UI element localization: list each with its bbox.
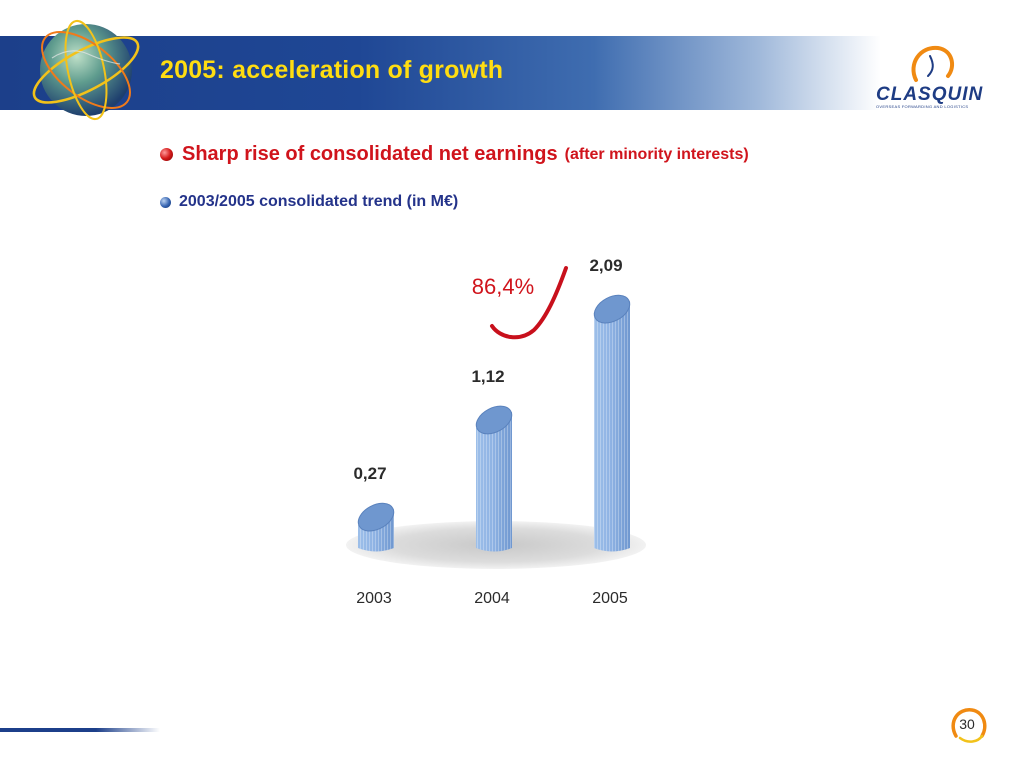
- red-bullet-icon: [160, 148, 173, 161]
- growth-annotation: 86,4%: [472, 274, 534, 299]
- globe-icon: [32, 19, 140, 121]
- page-badge-icon: [951, 708, 987, 743]
- bar-2005: [593, 294, 631, 552]
- blue-bullet-icon: [160, 196, 171, 208]
- growth-arrow-curve: [490, 266, 568, 340]
- header-band: [0, 36, 1024, 110]
- slide-title: 2005: acceleration of growth: [160, 56, 504, 84]
- bullet-2-text: 2003/2005 consolidated trend (in M€): [179, 193, 459, 210]
- value-label-2005: 2,09: [589, 256, 622, 275]
- bullet-1-note: (after minority interests): [564, 145, 749, 163]
- value-label-2003: 0,27: [353, 464, 386, 483]
- bar-2004: [475, 405, 513, 552]
- logo-name: CLASQUIN: [876, 84, 984, 105]
- page-number: 30: [959, 716, 975, 732]
- category-label-2005: 2005: [592, 590, 628, 607]
- category-label-2004: 2004: [474, 590, 510, 607]
- footer-line: [0, 728, 160, 732]
- value-label-2004: 1,12: [471, 367, 504, 386]
- bullet-1: Sharp rise of consolidated net earnings …: [160, 143, 749, 166]
- bar-2003: [357, 502, 395, 552]
- clasquin-logo-icon: [911, 45, 955, 82]
- category-label-2003: 2003: [356, 590, 392, 607]
- bullet-1-text: Sharp rise of consolidated net earnings: [182, 143, 558, 165]
- logo-tagline: OVERSEAS FORWARDING AND LOGISTICS: [876, 104, 969, 109]
- bullet-2: 2003/2005 consolidated trend (in M€): [160, 193, 458, 211]
